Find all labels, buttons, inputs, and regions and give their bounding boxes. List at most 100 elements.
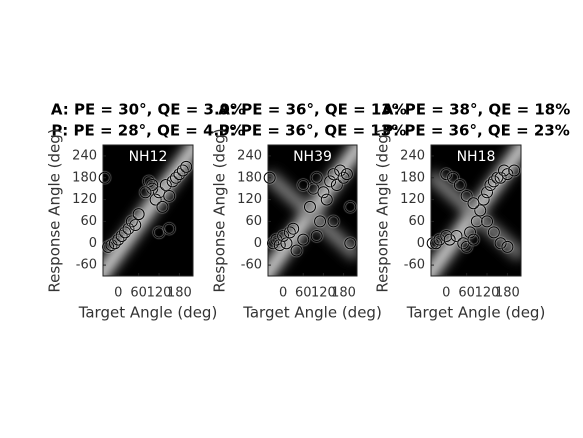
y-tick-label: 120 bbox=[72, 192, 97, 207]
data-point bbox=[330, 179, 343, 192]
data-point bbox=[142, 175, 155, 188]
y-tick-label: 0 bbox=[417, 236, 425, 251]
data-point bbox=[290, 244, 303, 257]
data-point bbox=[310, 229, 323, 242]
data-point bbox=[508, 164, 521, 177]
data-point bbox=[163, 189, 176, 202]
title-line: P: PE = 36°, QE = 13% bbox=[219, 122, 407, 140]
x-tick-label: 180 bbox=[167, 286, 192, 301]
data-point bbox=[283, 226, 296, 239]
data-point bbox=[112, 233, 125, 246]
data-point bbox=[125, 215, 138, 228]
data-point bbox=[314, 215, 327, 228]
data-point bbox=[344, 237, 357, 250]
x-axis-label: Target Angle (deg) bbox=[406, 304, 546, 322]
axes-frame bbox=[267, 144, 358, 277]
y-tick-label: -60 bbox=[76, 258, 97, 273]
data-point bbox=[156, 200, 169, 213]
y-tick-label: 180 bbox=[72, 170, 97, 185]
x-tick-label: 60 bbox=[458, 286, 475, 301]
y-tick-label: 240 bbox=[237, 148, 262, 163]
data-point bbox=[149, 193, 162, 206]
x-axis-label: Target Angle (deg) bbox=[242, 304, 382, 322]
heatmap bbox=[103, 145, 193, 276]
data-point bbox=[501, 240, 514, 253]
data-point bbox=[297, 179, 310, 192]
data-point bbox=[327, 215, 340, 228]
x-tick-label: 120 bbox=[311, 286, 336, 301]
x-tick-label: 60 bbox=[295, 286, 312, 301]
axes-frame bbox=[102, 144, 194, 277]
x-tick-label: 180 bbox=[495, 286, 520, 301]
data-point bbox=[163, 222, 176, 235]
x-axis-label: Target Angle (deg) bbox=[78, 304, 218, 322]
data-point bbox=[263, 171, 276, 184]
data-point bbox=[159, 179, 172, 192]
data-point bbox=[146, 179, 159, 192]
x-tick-label: 0 bbox=[114, 286, 122, 301]
x-tick-label: 180 bbox=[331, 286, 356, 301]
data-point bbox=[498, 164, 511, 177]
panel-label: NH18 bbox=[457, 149, 496, 165]
data-point bbox=[450, 229, 463, 242]
y-tick-label: 180 bbox=[400, 170, 425, 185]
panel-label: NH39 bbox=[293, 149, 332, 165]
title-line: P: PE = 28°, QE = 4.9% bbox=[51, 122, 244, 140]
data-point bbox=[487, 175, 500, 188]
data-point bbox=[170, 171, 183, 184]
y-tick-label: 180 bbox=[237, 170, 262, 185]
data-point bbox=[310, 171, 323, 184]
data-point bbox=[320, 193, 333, 206]
heatmap-band bbox=[268, 170, 357, 261]
y-tick-label: 120 bbox=[400, 192, 425, 207]
data-point bbox=[447, 171, 460, 184]
y-tick-label: 120 bbox=[237, 192, 262, 207]
data-point bbox=[467, 233, 480, 246]
data-point bbox=[303, 200, 316, 213]
data-point bbox=[122, 222, 135, 235]
data-point bbox=[426, 237, 439, 250]
data-point bbox=[324, 175, 337, 188]
data-point bbox=[501, 168, 514, 181]
data-point bbox=[108, 237, 121, 250]
y-axis-label: Response Angle (deg) bbox=[211, 128, 229, 292]
data-point bbox=[481, 186, 494, 199]
data-point bbox=[297, 233, 310, 246]
data-point bbox=[481, 215, 494, 228]
x-tick-label: 0 bbox=[279, 286, 287, 301]
data-point bbox=[146, 182, 159, 195]
data-point bbox=[440, 229, 453, 242]
y-tick-label: -60 bbox=[241, 258, 262, 273]
y-tick-label: 60 bbox=[408, 214, 425, 229]
data-point bbox=[487, 226, 500, 239]
data-point bbox=[277, 229, 290, 242]
x-tick-label: 60 bbox=[130, 286, 147, 301]
data-point bbox=[344, 200, 357, 213]
data-point bbox=[494, 237, 507, 250]
y-tick-label: 60 bbox=[80, 214, 97, 229]
data-point bbox=[280, 237, 293, 250]
data-point bbox=[180, 160, 193, 173]
data-point bbox=[460, 189, 473, 202]
y-tick-label: 60 bbox=[245, 214, 262, 229]
y-axis-label: Response Angle (deg) bbox=[374, 128, 392, 292]
x-tick-label: 0 bbox=[442, 286, 450, 301]
data-point bbox=[166, 175, 179, 188]
y-tick-label: 240 bbox=[400, 148, 425, 163]
data-point bbox=[433, 233, 446, 246]
x-tick-label: 120 bbox=[147, 286, 172, 301]
data-point bbox=[267, 237, 280, 250]
title-line: P: PE = 36°, QE = 23% bbox=[382, 122, 570, 140]
x-tick-label: 120 bbox=[475, 286, 500, 301]
data-point bbox=[176, 164, 189, 177]
heatmap-band bbox=[103, 145, 193, 276]
data-point bbox=[273, 239, 286, 252]
y-tick-label: -60 bbox=[404, 258, 425, 273]
data-point bbox=[119, 226, 132, 239]
data-point bbox=[139, 186, 152, 199]
axes-frame bbox=[430, 144, 522, 277]
data-point bbox=[317, 186, 330, 199]
